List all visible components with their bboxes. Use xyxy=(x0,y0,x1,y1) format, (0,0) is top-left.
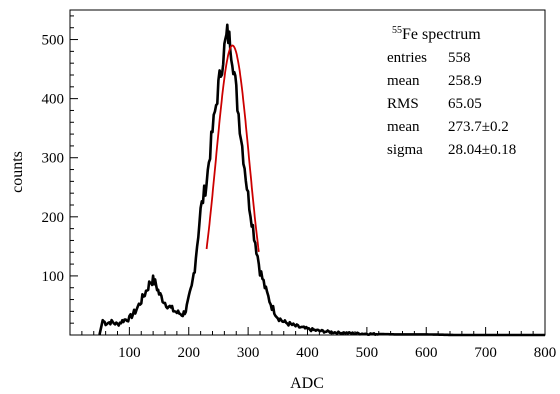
y-axis-ticks: 100 200 300 400 500 xyxy=(42,15,78,324)
stat-label-mean: mean xyxy=(387,73,420,89)
title-superscript: 55 xyxy=(392,25,402,36)
y-tick-label: 100 xyxy=(42,269,65,285)
stat-label-sigma: sigma xyxy=(387,142,423,158)
y-tick-label: 200 xyxy=(42,210,65,226)
stat-value-rms: 65.05 xyxy=(448,96,482,112)
stat-value-mean: 258.9 xyxy=(448,73,482,89)
x-tick-label: 600 xyxy=(415,345,438,361)
gaussian-fit-line xyxy=(205,44,260,253)
stat-label-entries: entries xyxy=(387,50,427,66)
x-axis-title: ADC xyxy=(290,375,324,392)
stat-label-fit-mean: mean xyxy=(387,119,420,135)
x-tick-label: 500 xyxy=(356,345,379,361)
plot-area: 100 200 300 400 500 600 700 800 100 200 300 400 500 xyxy=(42,9,557,361)
x-axis-ticks: 100 200 300 400 500 600 700 800 xyxy=(81,327,557,361)
series-layer xyxy=(98,23,546,337)
y-tick-label: 300 xyxy=(42,151,65,167)
y-tick-label: 400 xyxy=(42,92,65,108)
x-tick-label: 800 xyxy=(534,345,557,361)
x-tick-label: 400 xyxy=(296,345,319,361)
stat-value-fit-mean: 273.7±0.2 xyxy=(448,119,509,135)
chart-title: 55Fe spectrum xyxy=(392,25,481,43)
x-tick-label: 100 xyxy=(118,345,141,361)
y-axis-title: counts xyxy=(9,151,26,193)
x-tick-label: 200 xyxy=(178,345,201,361)
title-text: Fe spectrum xyxy=(402,26,481,43)
x-tick-label: 700 xyxy=(474,345,497,361)
histogram-line xyxy=(98,23,546,337)
stat-label-rms: RMS xyxy=(387,96,419,112)
stat-value-entries: 558 xyxy=(448,50,471,66)
y-tick-label: 500 xyxy=(42,33,65,49)
stat-value-sigma: 28.04±0.18 xyxy=(448,142,516,158)
x-tick-label: 300 xyxy=(237,345,260,361)
stats-box: 55Fe spectrum entries 558 mean 258.9 RMS… xyxy=(387,25,516,158)
